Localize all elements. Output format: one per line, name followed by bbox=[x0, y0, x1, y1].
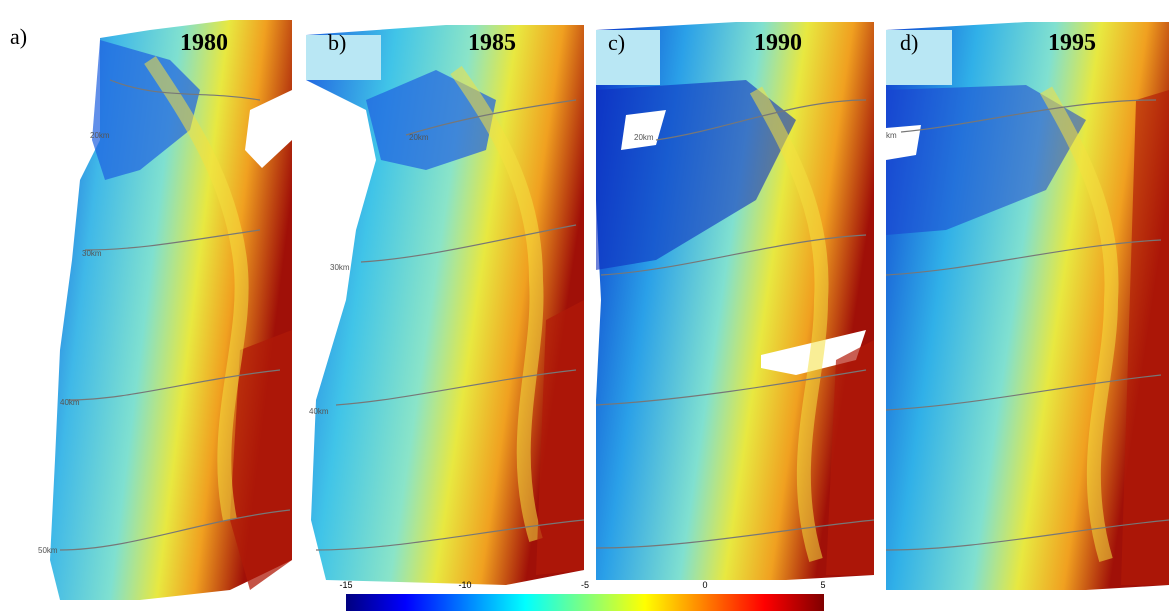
panel-year-c: 1990 bbox=[754, 30, 802, 56]
terrain-image-d: km bbox=[886, 22, 1169, 590]
terrain-image-b: 20km 30km 40km bbox=[306, 25, 584, 585]
colorbar bbox=[346, 594, 824, 611]
panel-letter-c: c) bbox=[608, 30, 626, 55]
panel-a: 20km 30km 40km 50km a) 1980 bbox=[0, 0, 294, 613]
colorbar-tick-5: 5 bbox=[820, 580, 826, 590]
panel-letter-b: b) bbox=[328, 30, 347, 55]
terrain-image-c: 20km bbox=[596, 22, 874, 580]
panel-d: km d) 1995 bbox=[886, 0, 1169, 613]
km-label-b-3: 40km bbox=[309, 407, 329, 416]
km-label-d-1: km bbox=[886, 131, 897, 140]
colorbar-tick-1: -15 bbox=[339, 580, 353, 590]
km-label-b-1: 20km bbox=[409, 133, 429, 142]
panel-year-a: 1980 bbox=[180, 30, 228, 56]
km-label-a-3: 40km bbox=[60, 398, 80, 407]
panel-b: 20km 30km 40km b) 1985 bbox=[306, 0, 584, 613]
km-label-a-4: 50km bbox=[38, 546, 58, 555]
km-label-a-1: 20km bbox=[90, 131, 110, 140]
panel-letter-d: d) bbox=[900, 30, 919, 55]
terrain-image-a: 20km 30km 40km 50km bbox=[38, 20, 292, 600]
panel-year-d: 1995 bbox=[1048, 30, 1096, 56]
panel-letter-a: a) bbox=[10, 24, 28, 49]
colorbar-tick-4: 0 bbox=[702, 580, 708, 590]
colorbar-tick-3: -5 bbox=[580, 580, 590, 590]
panel-c: 20km c) 1990 bbox=[596, 0, 874, 613]
panel-year-b: 1985 bbox=[468, 30, 516, 56]
km-label-b-2: 30km bbox=[330, 263, 350, 272]
km-label-c-1: 20km bbox=[634, 133, 654, 142]
colorbar-tick-2: -10 bbox=[458, 580, 472, 590]
km-label-a-2: 30km bbox=[82, 249, 102, 258]
